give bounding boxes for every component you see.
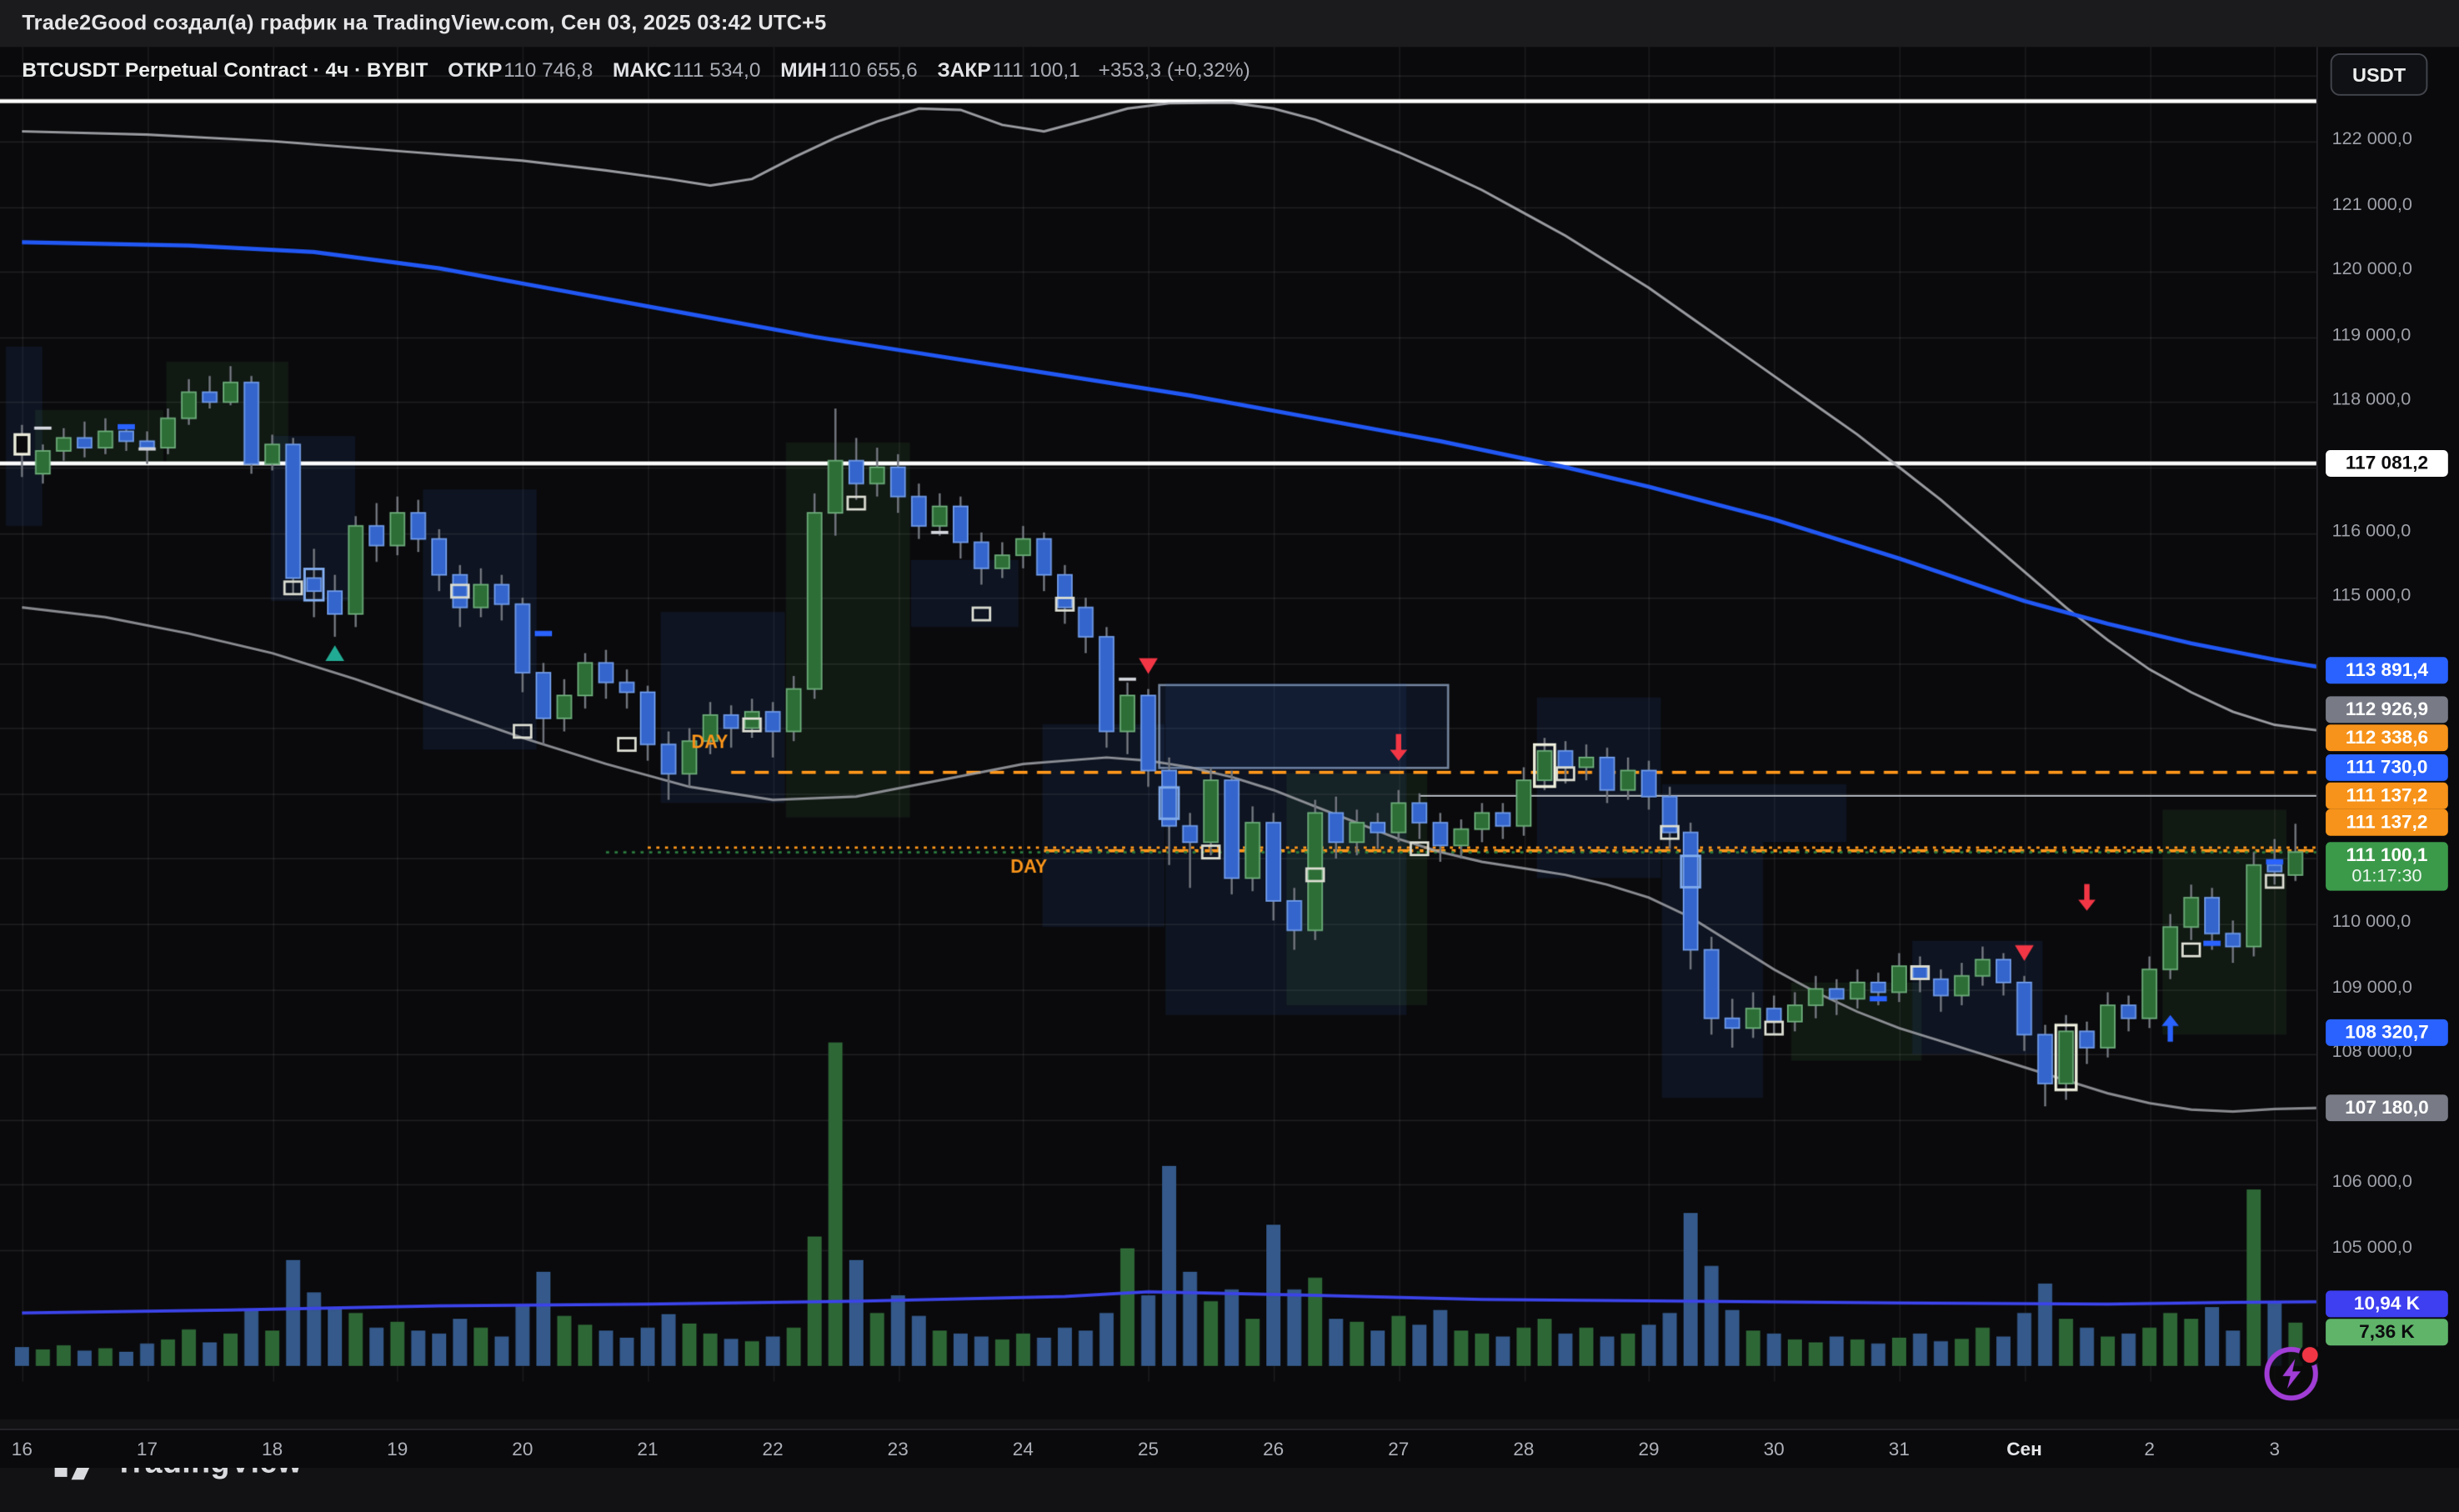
top-attribution-bar: Trade2Good создал(а) график на TradingVi… [0,0,2459,48]
price-tick: 120 000,0 [2331,260,2412,280]
time-tick: 21 [637,1438,659,1460]
high-value: 111 534,0 [673,58,761,82]
price-tick: 110 000,0 [2331,912,2411,932]
price-tick: 119 000,0 [2331,325,2411,345]
price-axis[interactable]: USDT 122 000,0 121 000,0 120 000,0 119 000,… [2316,47,2459,1382]
time-tick: 22 [762,1438,784,1460]
price-label: 10,94 K [2326,1290,2448,1318]
price-label: 112 338,6 [2326,724,2448,752]
price-tick: 116 000,0 [2331,521,2411,541]
time-tick: 16 [11,1438,33,1460]
open-value: 110 746,8 [503,58,593,82]
price-tick: 105 000,0 [2331,1239,2412,1258]
currency-toggle-button[interactable]: USDT [2330,53,2428,96]
time-tick: 24 [1012,1438,1034,1460]
high-label: МАКС [613,58,672,82]
price-tick: 118 000,0 [2331,391,2411,410]
flash-notification-icon[interactable] [2258,1338,2327,1407]
price-label: 112 926,9 [2326,696,2448,723]
time-tick: 26 [1263,1438,1285,1460]
time-tick: 28 [1513,1438,1535,1460]
time-tick: 30 [1763,1438,1785,1460]
time-tick: 23 [887,1438,909,1460]
price-label: 117 081,2 [2326,449,2448,477]
price-label: 107 180,0 [2326,1094,2448,1122]
change-value: +353,3 (+0,32%) [1098,58,1250,82]
price-tick: 121 000,0 [2331,195,2412,214]
time-tick: 31 [1888,1438,1910,1460]
chart-legend[interactable]: BTCUSDT Perpetual Contract · 4ч · BYBIT … [22,58,1250,82]
time-tick: Сен [2006,1438,2042,1460]
price-tick: 109 000,0 [2331,978,2412,997]
price-label: 108 320,7 [2326,1019,2448,1046]
time-tick: 25 [1137,1438,1159,1460]
low-label: МИН [780,58,827,82]
price-label: 111 100,1 01:17:30 [2326,842,2448,891]
time-tick: 29 [1638,1438,1660,1460]
time-tick: 20 [512,1438,533,1460]
price-tick: 122 000,0 [2331,130,2412,149]
time-tick: 17 [136,1438,158,1460]
time-tick: 3 [2269,1438,2281,1460]
notification-dot [2299,1344,2321,1366]
time-axis[interactable]: 16 17 18 19 20 21 22 23 24 25 26 27 28 29 30 31 Сен 2 3 [0,1428,2459,1468]
chart-area: BTCUSDT Perpetual Contract · 4ч · BYBIT … [0,47,2459,1468]
price-tick: 106 000,0 [2331,1173,2412,1193]
price-label: 113 891,4 [2326,657,2448,684]
lightning-bolt-icon [2282,1359,2301,1389]
time-tick: 2 [2144,1438,2155,1460]
close-label: ЗАКР [937,58,991,82]
time-tick: 19 [387,1438,408,1460]
price-tick: 108 000,0 [2331,1043,2412,1063]
open-label: ОТКР [448,58,503,82]
price-label: 111 137,2 [2326,782,2448,809]
price-label: 111 137,2 [2326,809,2448,836]
time-tick: 27 [1388,1438,1410,1460]
price-label: 7,36 K [2326,1319,2448,1346]
close-value: 111 100,1 [992,58,1080,82]
low-value: 110 655,6 [828,58,918,82]
price-chart-canvas[interactable] [0,47,2316,1419]
attribution-text: Trade2Good создал(а) график на TradingVi… [22,11,827,35]
price-tick: 115 000,0 [2331,586,2411,606]
time-tick: 18 [262,1438,283,1460]
symbol-title[interactable]: BTCUSDT Perpetual Contract · 4ч · BYBIT [22,58,428,82]
price-label: 111 730,0 [2326,753,2448,781]
